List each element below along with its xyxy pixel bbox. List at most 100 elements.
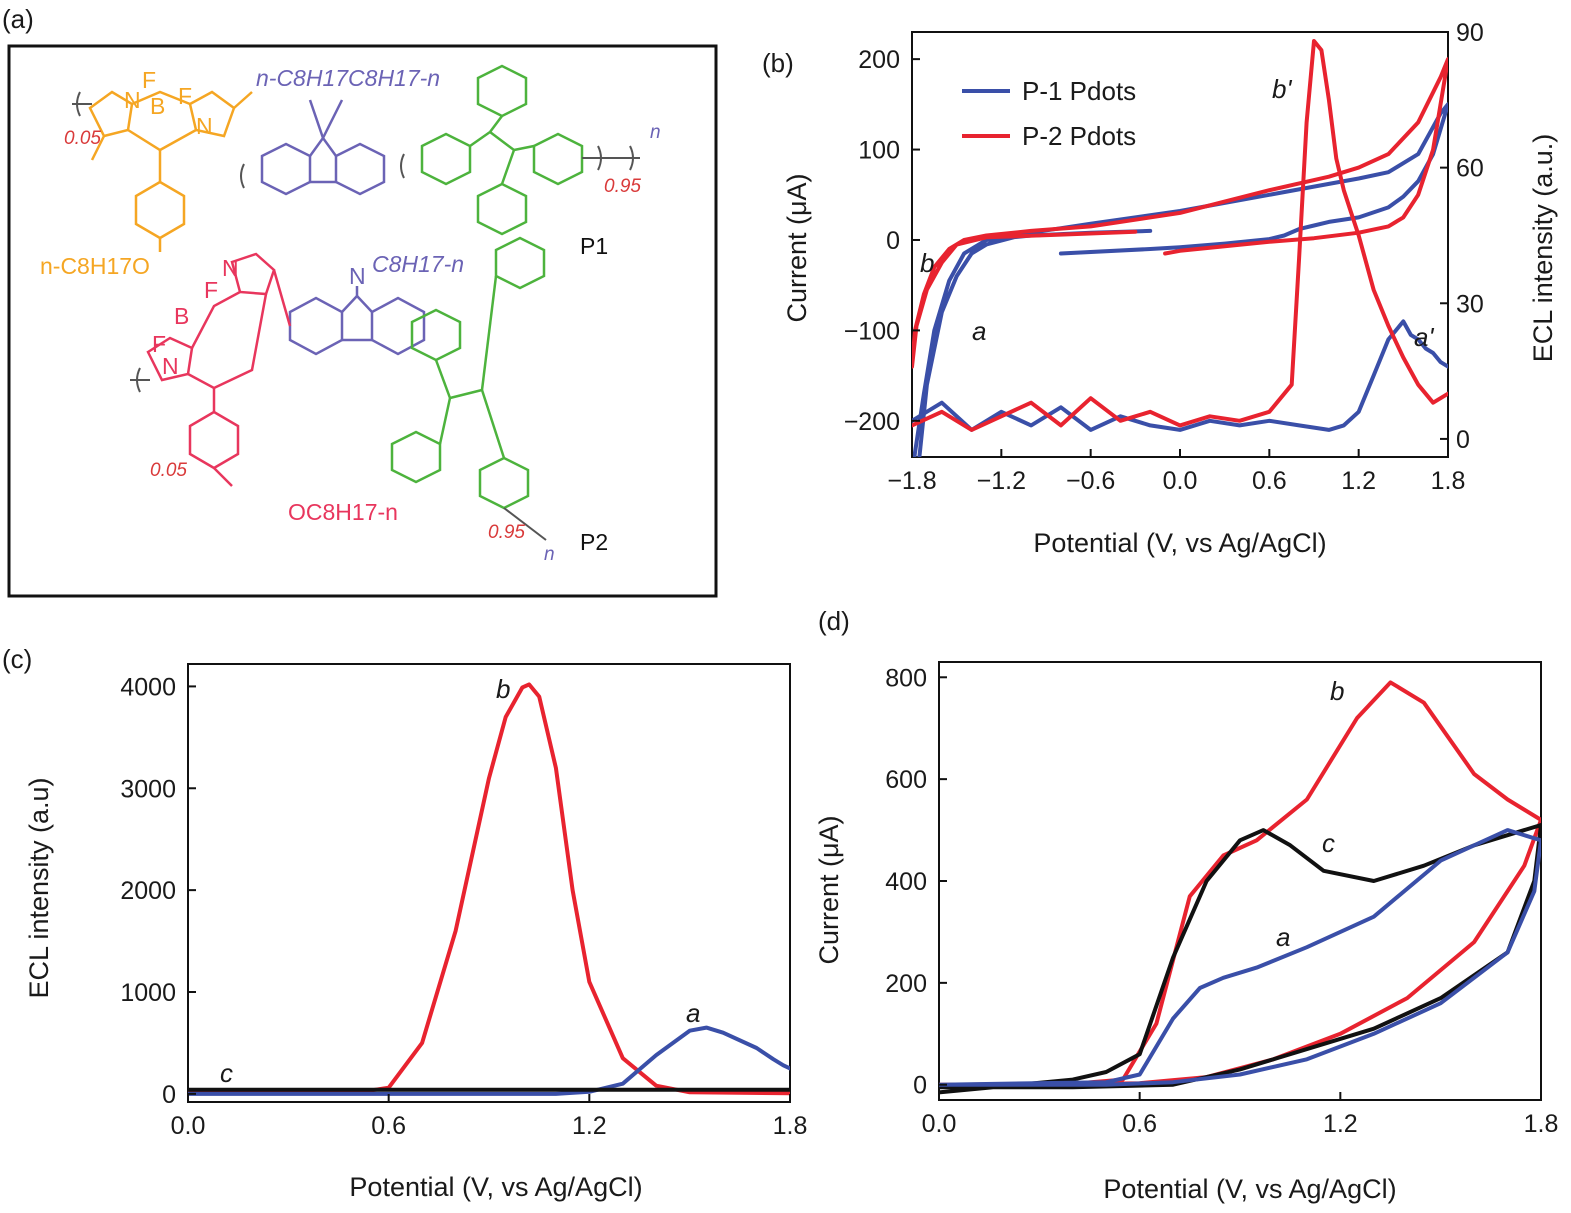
chart-c-ytick-label: 0 [162,1081,176,1109]
chart-d: 0.0 0.6 1.2 1.8 800 600 400 200 0 Potential (V, … [814,661,1558,1204]
chart-b-ytick-label: 100 [858,137,900,165]
chart-b-series-line [912,39,1448,432]
p2-n: n [544,544,555,565]
chart-d-ytick-label: 800 [885,664,927,692]
chart-c-ytick-label: 3000 [120,775,176,803]
chart-c-ylabel: ECL intensity (a.u) [24,777,54,998]
structures-frame [7,44,718,598]
chart-b-annotation-a: a [972,316,986,346]
panel-label-a: (a) [2,4,34,34]
p2-oxy-substituent: OC8H17-n [288,499,398,525]
p2-fluorine-2: F [204,277,218,303]
chart-d-ytick-label: 600 [885,766,927,794]
chart-b-xtick-label: 0.6 [1252,467,1287,495]
chart-b-xtick-label: −0.6 [1066,467,1115,495]
chart-c-series-a [188,1025,790,1096]
chart-d-xtick-label: 1.8 [1524,1110,1559,1138]
chart-b-ylabel: Current (μA) [782,173,812,322]
chart-b-y2label: ECL intensity (a.u.) [1528,134,1558,363]
p1-fraction-start: 0.05 [64,128,101,149]
chart-b-ytick-label: −100 [844,317,900,345]
chart-d-xtick-label: 0.6 [1122,1110,1157,1138]
p1-boron-label: B [150,93,165,119]
structures-panel: B N N F F n-C8H17O 0.05 n-C8H17C8H17-n [7,44,718,598]
chart-d-series [939,680,1541,1095]
chart-c-annotation-a: a [686,998,700,1028]
p1-n: n [650,122,661,143]
p2-bodipy-unit [146,252,292,487]
chart-d-series-b [939,680,1541,1087]
chart-d-xtick-label: 1.2 [1323,1110,1358,1138]
p2-label: P2 [580,529,608,555]
p1-bodipy-unit [88,90,253,252]
panel-label-d: (d) [818,606,850,636]
chart-b-annotation-aprime: a' [1414,322,1434,352]
p2-fraction-end: 0.95 [488,522,525,543]
p1-fluorine-1: F [142,67,156,93]
p2-boron-label: B [174,303,189,329]
panel-label-b: (b) [762,48,794,78]
chart-d-ytick-label: 200 [885,970,927,998]
chart-c-series-b [188,682,790,1096]
p1-fluorene-substituent: n-C8H17C8H17-n [256,65,440,91]
chart-d-annotation-c: c [1322,828,1335,858]
chart-c-xtick-label: 0.0 [171,1112,206,1140]
chart-b-xtick-label: −1.8 [887,467,936,495]
chart-c-series [188,682,790,1096]
chart-d-ytick-label: 0 [913,1072,927,1100]
chart-c-xtick-label: 1.8 [773,1112,808,1140]
p2-fraction-start: 0.05 [150,460,187,481]
chart-c-frame [187,663,791,1103]
chart-b-xtick-label: 1.2 [1341,467,1376,495]
chart-b-y2tick-label: 60 [1456,155,1484,183]
chart-b-series-line [912,57,1448,369]
chart-b-y2tick-label: 0 [1456,426,1470,454]
chart-d-ytick-label: 400 [885,868,927,896]
chart-d-annotation-b: b [1330,676,1344,706]
panel-label-c: (c) [2,644,32,674]
chart-b-series-line [912,102,1448,457]
legend-label-p2: P-2 Pdots [1022,121,1136,151]
p1-nitrogen-left: N [124,87,141,113]
chart-b-series [912,39,1448,457]
chart-b-axes: −1.8 −1.2 −0.6 0.0 0.6 1.2 1.8 200 100 0 −100 −200 9… [844,19,1484,495]
chart-c-axes: 0.0 0.6 1.2 1.8 4000 3000 2000 1000 0 [120,673,807,1140]
p1-fraction-end: 0.95 [604,176,641,197]
p2-tpe-unit [390,236,546,510]
chart-d-xlabel: Potential (V, vs Ag/AgCl) [1103,1174,1396,1204]
chart-b-annotation-bprime: b' [1272,74,1292,104]
chart-c-ytick-label: 1000 [120,979,176,1007]
p1-fluorene-unit [260,99,386,196]
chart-d-frame [938,661,1542,1101]
chart-b-y2tick-label: 30 [1456,290,1484,318]
chart-d-series-a [939,828,1541,1087]
chart-d-axes: 0.0 0.6 1.2 1.8 800 600 400 200 0 [885,664,1558,1138]
chart-d-ylabel: Current (μA) [814,815,844,964]
chart-c-xlabel: Potential (V, vs Ag/AgCl) [349,1172,642,1202]
chart-b-xtick-label: −1.2 [977,467,1026,495]
chart-c-annotation-b: b [496,674,510,704]
chart-b-xtick-label: 1.8 [1431,467,1466,495]
chart-b-series-line [912,319,1448,432]
chart-c-annotation-c: c [220,1058,233,1088]
chart-c-ytick-label: 2000 [120,877,176,905]
p1-oxy-substituent: n-C8H17O [40,253,150,279]
p1-fluorine-2: F [178,83,192,109]
p1-tpe-unit [420,64,584,236]
p2-carbazole-unit [288,286,426,356]
chart-b-ytick-label: −200 [844,408,900,436]
chart-b: −1.8 −1.2 −0.6 0.0 0.6 1.2 1.8 200 100 0 −100 −200 9… [782,19,1558,558]
chart-c-xtick-label: 0.6 [371,1112,406,1140]
p1-label: P1 [580,233,608,259]
p2-carbazole-nitrogen: N [349,263,366,289]
chart-c-ytick-label: 4000 [120,673,176,701]
p1-nitrogen-right: N [196,113,213,139]
p2-nitrogen-1: N [162,353,179,379]
p2-fluorine-1: F [152,331,166,357]
p2-carbazole-substituent: C8H17-n [372,251,464,277]
chart-b-annotation-b: b [920,248,934,278]
chart-b-ytick-label: 0 [886,227,900,255]
chart-d-xtick-label: 0.0 [922,1110,957,1138]
chart-d-series-c [939,823,1541,1095]
